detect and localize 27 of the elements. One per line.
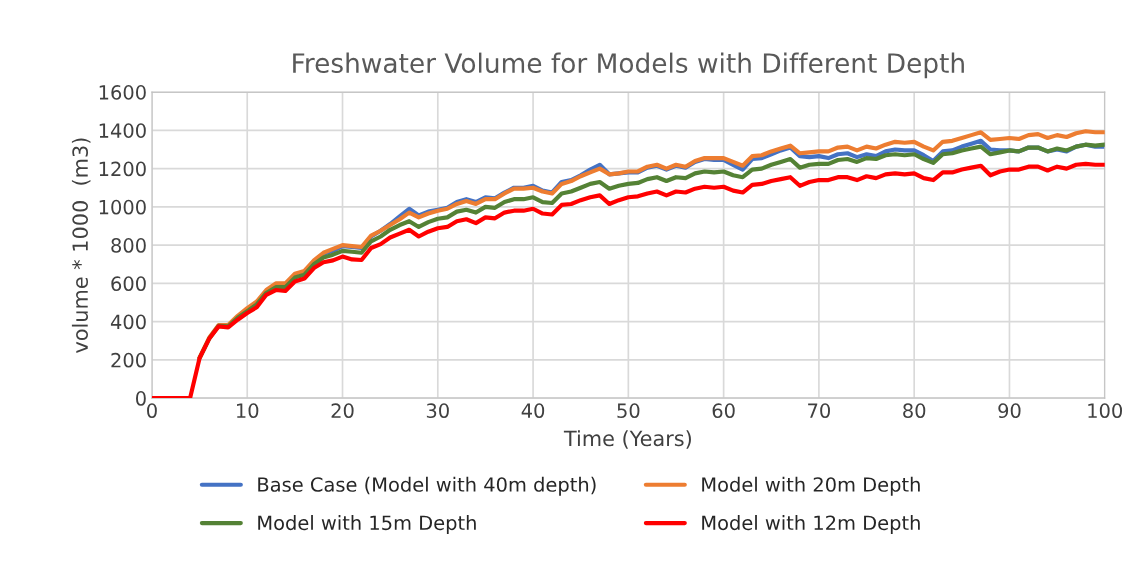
y-tick-label: 200 (111, 352, 146, 368)
y-tick-label: 1000 (99, 199, 146, 215)
legend-label: Model with 15m Depth (258, 515, 476, 534)
x-tick-label: 50 (617, 403, 640, 419)
legend-label: Model with 20m Depth (702, 476, 920, 496)
y-axis-title: volume * 1000 (m3) (71, 138, 91, 353)
legend-label: Model with 12m Depth (702, 515, 920, 534)
x-axis-title: Time (Years) (563, 430, 691, 449)
x-tick-label: 100 (1088, 403, 1123, 419)
x-tick-label: 30 (426, 403, 449, 419)
y-tick-label: 1200 (99, 161, 146, 177)
y-tick-label: 800 (111, 238, 146, 253)
y-tick-label: 1400 (99, 123, 146, 139)
chart-title: Freshwater Volume for Models with Different Depth (293, 52, 964, 79)
y-tick-label: 0 (136, 391, 146, 406)
x-tick-label: 70 (808, 403, 830, 419)
x-tick-label: 40 (521, 403, 545, 419)
legend-label: Base Case (Model with 40m depth) (258, 476, 596, 496)
y-tick-label: 600 (111, 276, 146, 292)
x-tick-label: 20 (331, 403, 354, 419)
y-tick-label: 400 (110, 314, 146, 330)
x-tick-label: 60 (712, 403, 735, 419)
x-tick-label: 10 (237, 403, 259, 419)
x-tick-label: 90 (998, 403, 1021, 419)
y-tick-label: 1600 (99, 85, 146, 100)
x-tick-label: 0 (147, 403, 157, 419)
x-tick-label: 80 (903, 403, 926, 419)
